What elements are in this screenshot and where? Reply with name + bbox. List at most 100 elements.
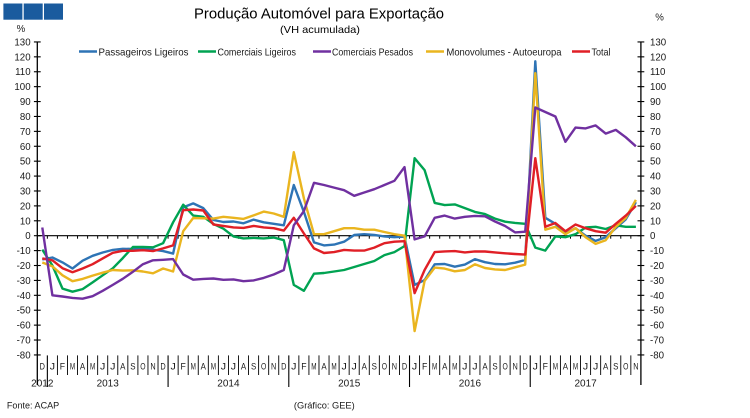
svg-text:100: 100 [14, 82, 31, 93]
svg-text:130: 130 [14, 37, 31, 48]
svg-text:120: 120 [14, 52, 31, 63]
svg-text:F: F [422, 361, 427, 372]
svg-text:Passageiros Ligeiros: Passageiros Ligeiros [99, 47, 189, 58]
svg-text:Produção Automóvel para Export: Produção Automóvel para Exportação [194, 6, 444, 23]
svg-text:-30: -30 [650, 276, 665, 287]
svg-text:-70: -70 [650, 336, 665, 347]
svg-text:(Gráfico: GEE): (Gráfico: GEE) [294, 400, 355, 410]
svg-text:A: A [603, 361, 609, 372]
svg-text:O: O [382, 361, 387, 372]
svg-text:-70: -70 [17, 336, 32, 347]
svg-text:S: S [613, 361, 618, 372]
svg-text:-40: -40 [650, 291, 665, 302]
svg-text:M: M [311, 361, 316, 372]
svg-text:110: 110 [15, 67, 31, 78]
svg-text:50: 50 [650, 157, 661, 168]
svg-text:A: A [201, 361, 207, 372]
svg-text:(VH acumulada): (VH acumulada) [280, 24, 360, 36]
svg-text:J: J [462, 361, 468, 372]
svg-text:80: 80 [650, 112, 661, 123]
svg-text:F: F [301, 361, 306, 372]
svg-text:D: D [160, 361, 165, 372]
svg-text:-20: -20 [650, 261, 665, 272]
svg-text:90: 90 [20, 97, 31, 108]
svg-text:-60: -60 [650, 321, 665, 332]
svg-text:J: J [593, 361, 599, 372]
svg-text:J: J [533, 361, 539, 372]
svg-text:D: D [40, 361, 45, 372]
svg-text:30: 30 [20, 187, 31, 198]
svg-text:40: 40 [650, 172, 661, 183]
svg-text:-30: -30 [17, 276, 32, 287]
svg-text:J: J [583, 361, 589, 372]
svg-text:2013: 2013 [97, 378, 120, 389]
svg-text:30: 30 [650, 187, 661, 198]
svg-text:N: N [392, 361, 397, 372]
svg-text:A: A [362, 361, 368, 372]
svg-text:70: 70 [20, 127, 31, 138]
svg-text:M: M [432, 361, 437, 372]
svg-text:J: J [100, 361, 106, 372]
svg-text:N: N [150, 361, 155, 372]
svg-text:40: 40 [20, 172, 31, 183]
svg-text:-80: -80 [650, 350, 665, 361]
svg-text:-10: -10 [650, 246, 665, 257]
svg-text:60: 60 [20, 142, 31, 153]
svg-text:J: J [170, 361, 176, 372]
svg-text:S: S [492, 361, 497, 372]
svg-text:-50: -50 [17, 306, 32, 317]
svg-text:60: 60 [650, 142, 661, 153]
svg-text:A: A [442, 361, 448, 372]
svg-text:J: J [352, 361, 358, 372]
svg-text:-40: -40 [17, 291, 32, 302]
svg-text:M: M [211, 361, 216, 372]
svg-text:N: N [271, 361, 276, 372]
svg-text:J: J [50, 361, 56, 372]
svg-text:-50: -50 [650, 306, 665, 317]
svg-text:M: M [191, 361, 196, 372]
svg-text:0: 0 [650, 231, 656, 242]
svg-text:J: J [341, 361, 347, 372]
svg-text:-20: -20 [17, 261, 32, 272]
svg-text:S: S [372, 361, 377, 372]
svg-text:F: F [60, 361, 65, 372]
svg-text:F: F [543, 361, 548, 372]
svg-text:D: D [402, 361, 407, 372]
svg-text:50: 50 [20, 157, 31, 168]
svg-text:10: 10 [650, 216, 661, 227]
svg-text:O: O [623, 361, 628, 372]
svg-text:D: D [281, 361, 286, 372]
svg-text:2016: 2016 [459, 378, 482, 389]
svg-text:D: D [523, 361, 528, 372]
svg-text:Fonte: ACAP: Fonte: ACAP [7, 400, 59, 410]
svg-text:Comerciais Ligeiros: Comerciais Ligeiros [218, 47, 297, 58]
svg-text:A: A [120, 361, 126, 372]
svg-text:20: 20 [20, 201, 31, 212]
svg-text:A: A [482, 361, 488, 372]
svg-text:S: S [130, 361, 135, 372]
svg-text:J: J [291, 361, 297, 372]
svg-text:A: A [241, 361, 247, 372]
svg-text:A: A [80, 361, 86, 372]
svg-text:O: O [140, 361, 145, 372]
svg-text:A: A [321, 361, 327, 372]
svg-text:N: N [513, 361, 518, 372]
svg-text:S: S [251, 361, 256, 372]
svg-text:70: 70 [650, 127, 661, 138]
svg-text:J: J [231, 361, 237, 372]
svg-text:M: M [553, 361, 558, 372]
svg-text:110: 110 [650, 67, 666, 78]
svg-text:10: 10 [20, 216, 31, 227]
svg-text:%: % [17, 24, 26, 35]
svg-text:90: 90 [650, 97, 661, 108]
svg-text:M: M [573, 361, 578, 372]
svg-text:J: J [472, 361, 478, 372]
svg-text:80: 80 [20, 112, 31, 123]
svg-text:J: J [412, 361, 418, 372]
svg-text:Comerciais Pesados: Comerciais Pesados [332, 47, 413, 58]
svg-text:2014: 2014 [217, 378, 240, 389]
svg-text:F: F [181, 361, 186, 372]
svg-text:N: N [633, 361, 638, 372]
svg-text:120: 120 [650, 52, 667, 63]
svg-text:M: M [452, 361, 457, 372]
